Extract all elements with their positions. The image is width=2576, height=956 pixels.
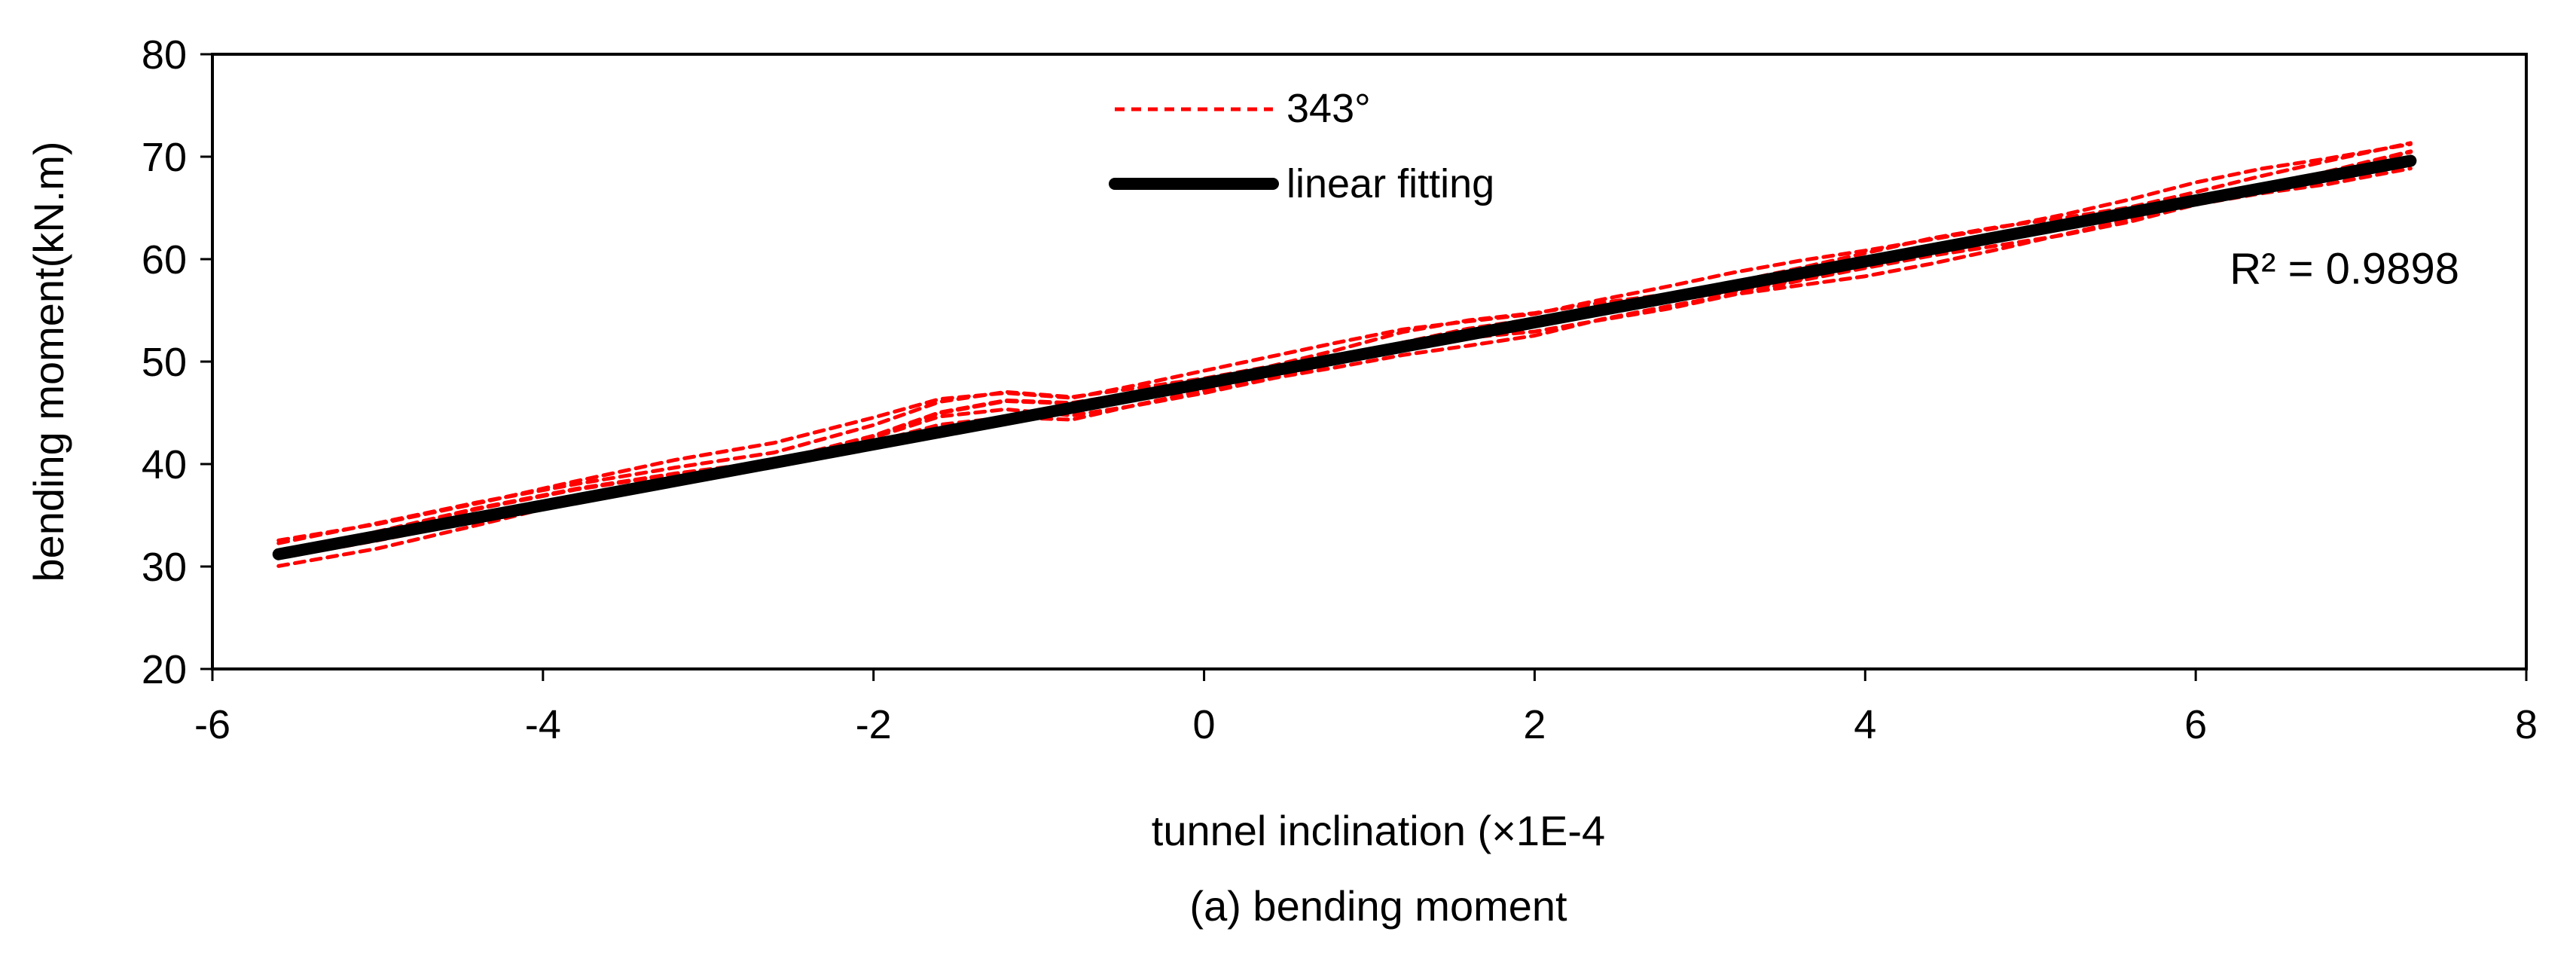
x-tick-label: -6 (194, 702, 230, 747)
x-tick-label: 8 (2515, 702, 2538, 747)
y-tick-label: 20 (142, 647, 187, 692)
x-tick-label: -4 (525, 702, 561, 747)
series-343-line (276, 142, 2413, 542)
x-tick-label: -2 (856, 702, 892, 747)
figure-caption: (a) bending moment (1189, 882, 1567, 930)
y-tick-label: 40 (142, 442, 187, 487)
r-squared-annotation: R² = 0.9898 (2230, 245, 2459, 294)
x-axis: -6 -4 -2 0 2 4 6 8 (194, 669, 2538, 747)
x-tick-label: 2 (1523, 702, 1546, 747)
series-343-line (276, 166, 2413, 568)
x-tick-label: 0 (1193, 702, 1216, 747)
x-tick-label: 4 (1854, 702, 1876, 747)
legend-label-343: 343° (1286, 86, 1371, 131)
y-tick-label: 70 (142, 135, 187, 180)
legend: 343° linear fitting (1109, 86, 1494, 206)
series-linear-fitting-line (272, 154, 2417, 560)
x-axis-label: tunnel inclination (×1E-4 (1152, 807, 1605, 854)
y-tick-label: 30 (142, 545, 187, 590)
y-tick-label: 60 (142, 237, 187, 283)
series-layer (272, 141, 2417, 568)
x-tick-label: 6 (2184, 702, 2207, 747)
y-axis: 20 30 40 50 60 70 80 (142, 32, 212, 692)
y-tick-label: 50 (142, 340, 187, 385)
legend-label-linear-fitting: linear fitting (1286, 161, 1494, 206)
y-axis-label: bending moment(kN.m) (25, 141, 72, 582)
y-tick-label: 80 (142, 32, 187, 78)
